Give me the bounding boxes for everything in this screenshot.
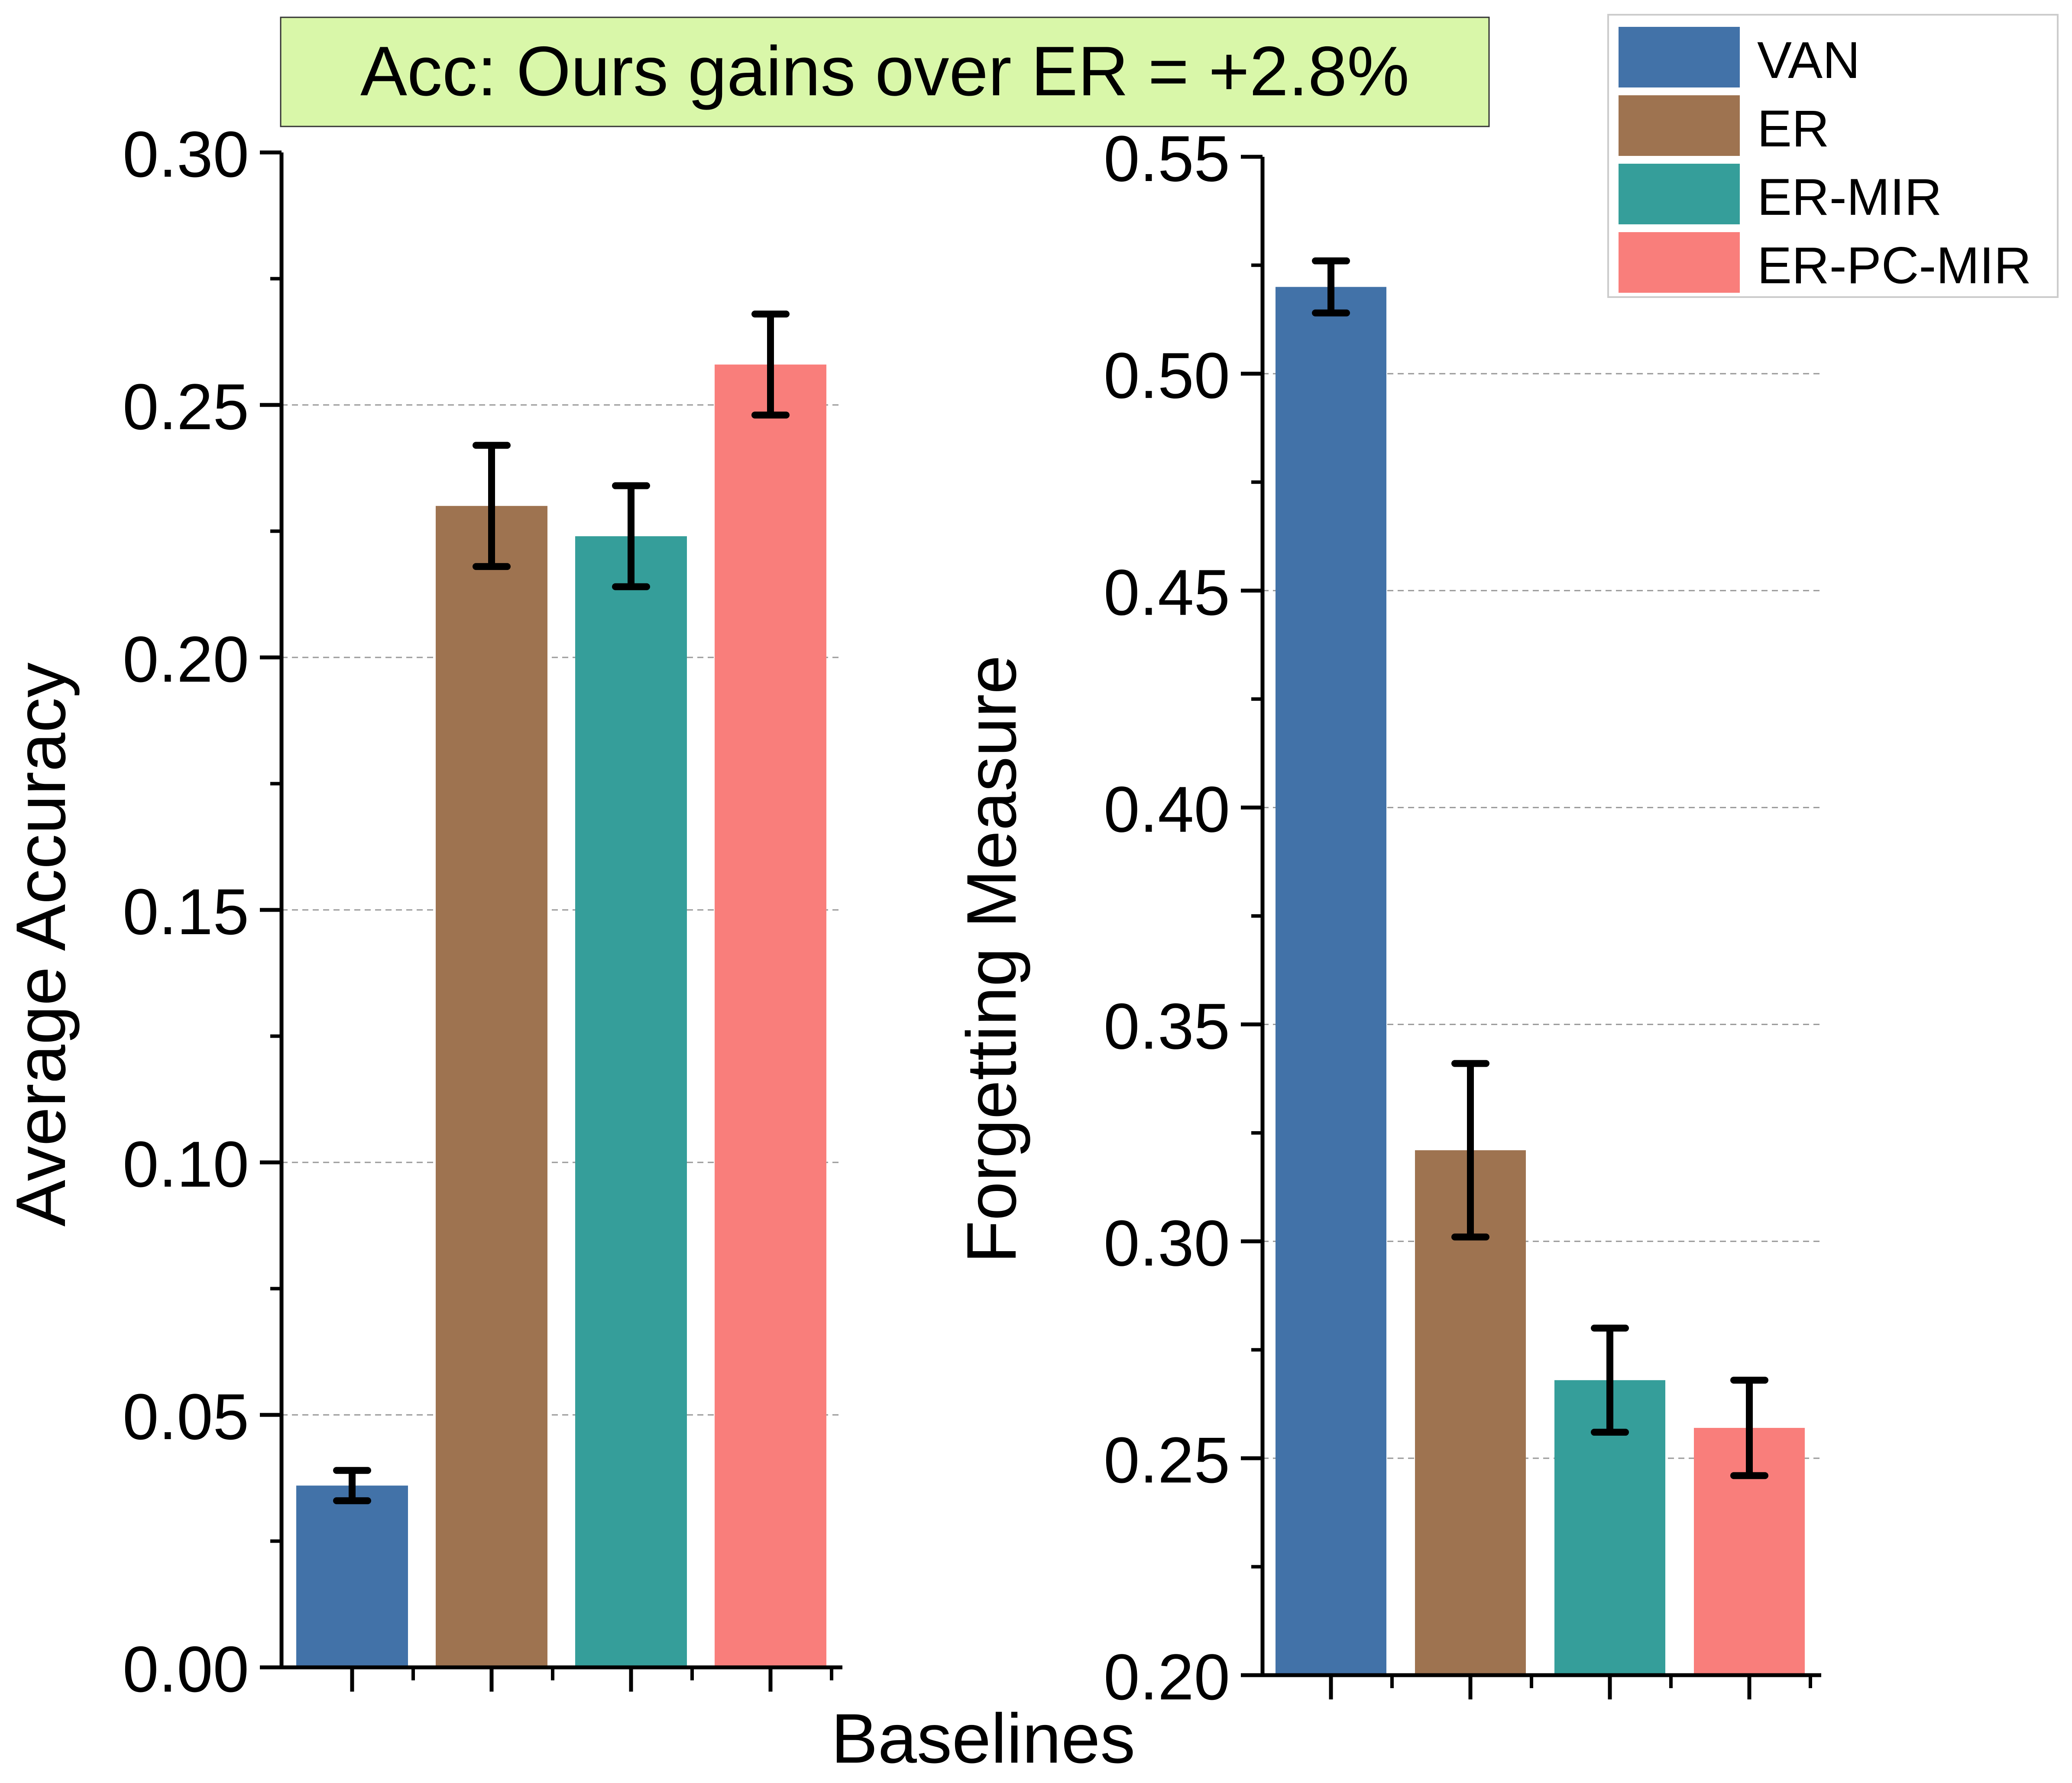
legend-swatch: [1619, 27, 1740, 87]
legend-swatch: [1619, 164, 1740, 224]
error-bar-er-pc-mir: [751, 311, 790, 419]
error-bars: [1312, 257, 1768, 1479]
y-tick-label: 0.05: [123, 1380, 249, 1453]
x-ticks: [1329, 1675, 1812, 1699]
legend-label: VAN: [1757, 31, 1860, 89]
legend-swatch: [1619, 232, 1740, 293]
error-bar-er-pc-mir: [1730, 1376, 1768, 1479]
legend-item-er-pc-mir: ER-PC-MIR: [1619, 232, 2031, 294]
x-ticks: [350, 1667, 833, 1692]
y-tick-label: 0.45: [1104, 556, 1230, 629]
legend-label: ER-MIR: [1757, 168, 1942, 226]
y-tick-label: 0.20: [123, 623, 249, 696]
annotation-text: Acc: Ours gains over ER = +2.8%: [360, 32, 1409, 110]
x-axis-label: Baselines: [831, 1699, 1135, 1778]
y-tick-label: 0.00: [123, 1633, 249, 1705]
y-tick-label: 0.50: [1104, 339, 1230, 412]
legend-item-van: VAN: [1619, 27, 1860, 89]
y-tick-label: 0.40: [1104, 773, 1230, 846]
annotation-background: [280, 16, 1490, 127]
legend: VAN ER ER-MIR ER-PC-MIR: [1607, 14, 2059, 298]
bars: [1276, 287, 1805, 1676]
y-tick-label: 0.25: [1104, 1424, 1230, 1496]
y-axis-label: Forgetting Measure: [952, 655, 1031, 1264]
error-bar-er-mir: [1591, 1324, 1629, 1436]
y-ticks: 0.20 0.25 0.30 0.35 0.40 0.45 0.50 0.55: [1104, 122, 1263, 1713]
legend-label: ER-PC-MIR: [1757, 236, 2031, 294]
y-axis-label: Average Accuracy: [2, 663, 80, 1227]
y-tick-label: 0.15: [123, 875, 249, 948]
error-bar-van: [1312, 257, 1350, 317]
y-ticks: 0.00 0.05 0.10 0.15 0.20 0.25 0.30: [123, 118, 282, 1705]
y-tick-label: 0.30: [123, 118, 249, 191]
panel-average-accuracy: 0.00 0.05 0.10 0.15 0.20 0.25 0.30 Average Accu…: [2, 118, 842, 1705]
bar-er: [436, 506, 547, 1667]
error-bar-er: [473, 442, 511, 570]
legend-swatch: [1619, 95, 1740, 156]
y-tick-label: 0.35: [1104, 990, 1230, 1062]
error-bars: [333, 311, 790, 1505]
annotation-box: Acc: Ours gains over ER = +2.8%: [280, 16, 1490, 127]
bar-er-mir: [575, 536, 687, 1667]
panel-forgetting-measure: 0.20 0.25 0.30 0.35 0.40 0.45 0.50 0.55 Forgetti…: [952, 122, 1821, 1713]
y-tick-label: 0.30: [1104, 1207, 1230, 1279]
y-tick-label: 0.20: [1104, 1641, 1230, 1713]
bar-er-pc-mir: [715, 364, 826, 1667]
error-bar-er: [1451, 1060, 1489, 1241]
legend-label: ER: [1757, 100, 1829, 158]
error-bar-er-mir: [612, 482, 650, 590]
y-tick-label: 0.25: [123, 370, 249, 443]
y-tick-label: 0.55: [1104, 122, 1230, 195]
legend-item-er-mir: ER-MIR: [1619, 164, 1942, 226]
error-bar-van: [333, 1467, 371, 1505]
bars: [296, 364, 826, 1667]
bar-van: [1276, 287, 1386, 1676]
bar-van: [296, 1485, 408, 1667]
y-tick-label: 0.10: [123, 1128, 249, 1201]
legend-item-er: ER: [1619, 95, 1829, 158]
